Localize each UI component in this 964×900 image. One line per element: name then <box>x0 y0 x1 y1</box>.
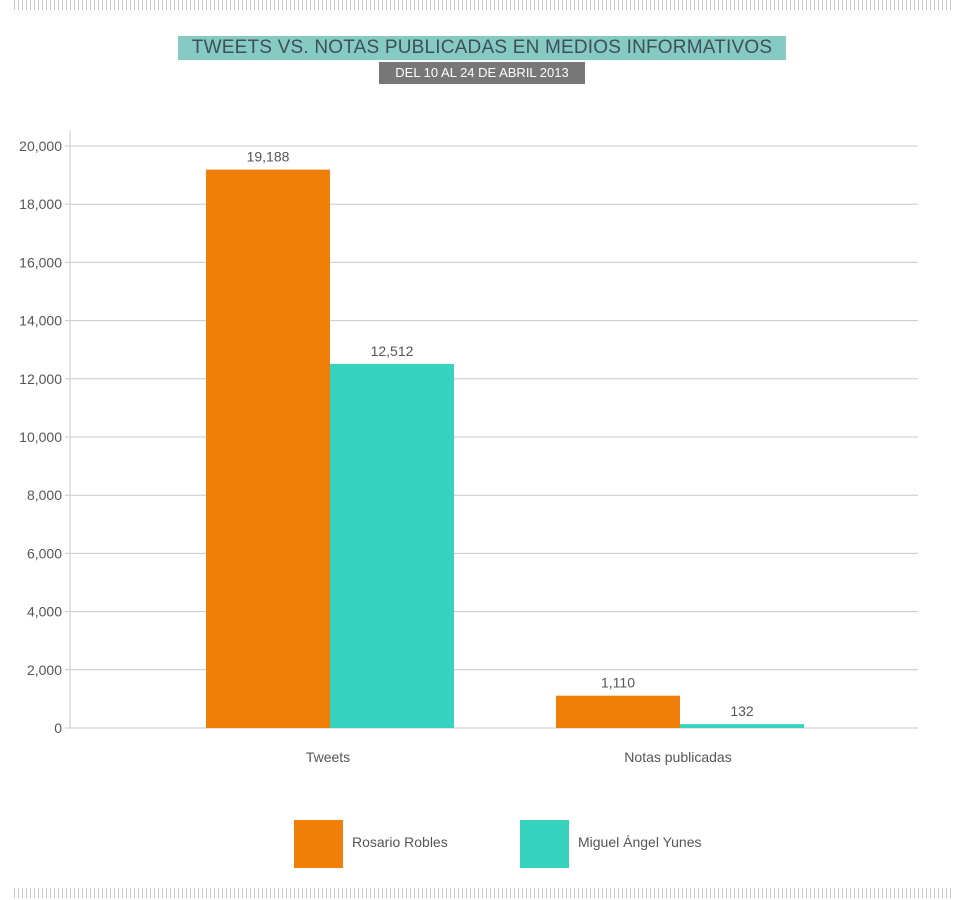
data-label: 19,188 <box>247 149 290 165</box>
y-tick-label: 6,000 <box>27 545 62 561</box>
chart-title: TWEETS VS. NOTAS PUBLICADAS EN MEDIOS IN… <box>177 36 787 60</box>
legend-swatch-miguel-angel-yunes <box>520 820 569 868</box>
x-tick-label: Notas publicadas <box>624 749 731 765</box>
data-label: 132 <box>730 703 754 719</box>
y-tick-label: 8,000 <box>27 487 62 503</box>
y-tick-label: 14,000 <box>19 313 62 329</box>
legend-swatch-rosario-robles <box>294 820 343 868</box>
title-wrap: TWEETS VS. NOTAS PUBLICADAS EN MEDIOS IN… <box>0 36 964 60</box>
y-tick-label: 2,000 <box>27 662 62 678</box>
data-label: 1,110 <box>601 675 635 691</box>
subtitle-wrap: DEL 10 AL 24 DE ABRIL 2013 <box>0 62 964 84</box>
legend: Rosario Robles Miguel Ángel Yunes <box>0 820 964 870</box>
bar <box>330 363 454 728</box>
y-tick-label: 0 <box>54 720 62 736</box>
bottom-tick-border <box>14 888 952 898</box>
y-tick-label: 10,000 <box>19 429 62 445</box>
legend-label-rosario-robles: Rosario Robles <box>352 834 448 850</box>
y-tick-label: 20,000 <box>19 138 62 154</box>
legend-label-miguel-angel-yunes: Miguel Ángel Yunes <box>578 834 702 850</box>
data-label: 12,512 <box>371 343 414 359</box>
y-tick-label: 4,000 <box>27 604 62 620</box>
bar <box>556 695 680 728</box>
bar <box>206 169 330 728</box>
y-tick-label: 18,000 <box>19 196 62 212</box>
bar-chart: 0 2,000 4,000 6,000 8,000 10,000 12,000 14,000 1… <box>19 130 918 765</box>
chart-subtitle: DEL 10 AL 24 DE ABRIL 2013 <box>379 62 585 84</box>
y-tick-label: 16,000 <box>19 254 62 270</box>
x-tick-label: Tweets <box>306 749 350 765</box>
top-tick-border <box>14 0 952 10</box>
bar <box>680 724 804 728</box>
y-tick-label: 12,000 <box>19 371 62 387</box>
